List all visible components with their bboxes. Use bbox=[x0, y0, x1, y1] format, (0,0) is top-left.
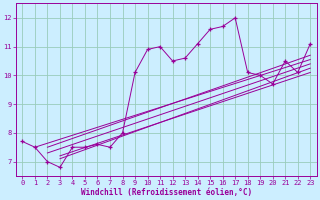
X-axis label: Windchill (Refroidissement éolien,°C): Windchill (Refroidissement éolien,°C) bbox=[81, 188, 252, 197]
